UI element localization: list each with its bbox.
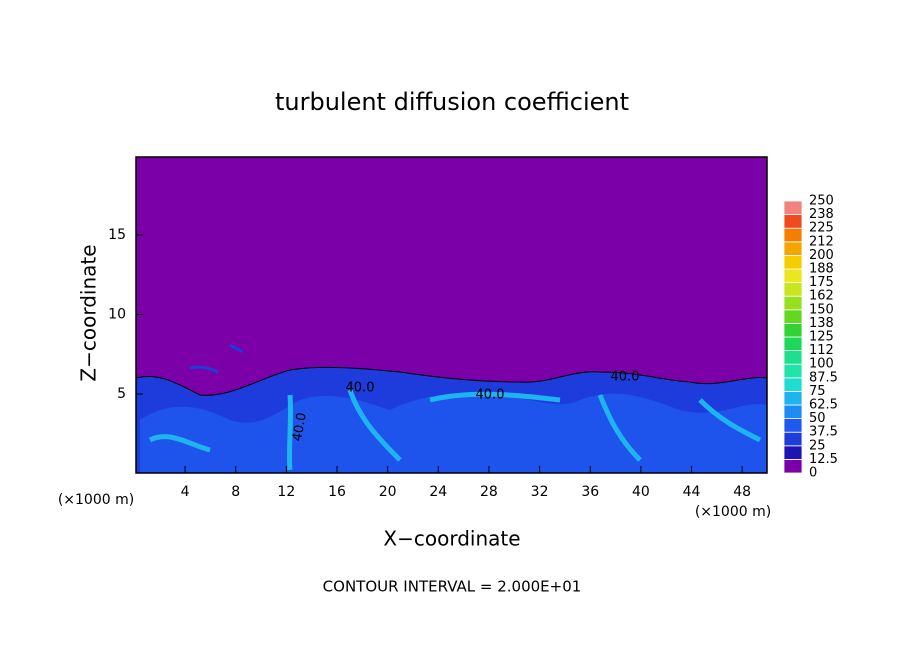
colorbar-box [783,458,803,474]
colorbar-box [783,241,803,256]
colorbar-label: 25 [809,438,826,453]
x-tick-label: 20 [379,484,397,500]
colorbar-box [783,322,803,338]
y-tick-label: 15 [108,227,126,243]
colorbar-box [783,268,803,284]
y-unit-label: (×1000 m) [58,492,134,508]
colorbar-box [783,200,803,216]
colorbar-box [783,295,803,311]
y-tick-label: 5 [117,386,126,402]
colorbar-box [783,377,803,392]
colorbar-label: 12.5 [809,452,838,467]
contour-label: 40.0 [611,370,640,385]
colorbar-box [783,227,803,243]
colorbar-box [783,445,803,460]
colorbar-label: 125 [809,330,834,345]
colorbar-label: 62.5 [809,398,838,413]
x-tick-label: 32 [531,484,549,500]
colorbar-label: 100 [809,357,834,372]
x-tick-label: 12 [277,484,295,500]
colorbar-box [783,431,803,447]
contour-label: 40.0 [346,381,375,396]
colorbar-label: 212 [809,234,834,249]
x-tick-label: 28 [480,484,498,500]
colorbar-label: 50 [809,411,826,426]
colorbar-box [783,254,803,270]
footer: CONTOUR INTERVAL = 2.000E+01 [323,578,582,596]
field-feature [189,343,244,374]
colorbar-label: 238 [809,207,834,222]
colorbar-label: 112 [809,343,834,358]
colorbar-label: 250 [809,194,834,209]
y-axis-label: Z−coordinate [77,244,101,381]
x-tick-label: 36 [581,484,599,500]
colorbar-label: 138 [809,316,834,331]
colorbar-label: 175 [809,275,834,290]
colorbar-box [783,350,803,365]
colorbar-box [783,390,803,406]
x-axis-label: X−coordinate [383,527,520,551]
colorbar-label: 188 [809,262,834,277]
field [135,157,768,474]
x-tick-label: 24 [429,484,447,500]
colorbar-box [783,404,803,420]
x-unit-label: (×1000 m) [695,504,771,520]
contour-label: 40.0 [476,388,505,403]
colorbar-label: 225 [809,221,834,236]
colorbar-label: 200 [809,248,834,263]
colorbar-box [783,336,803,352]
colorbar-box [783,363,803,379]
colorbar-box [783,309,803,324]
colorbar-label: 0 [809,466,817,481]
colorbar-label: 87.5 [809,370,838,385]
colorbar-label: 162 [809,289,834,304]
colorbar-box [783,282,803,297]
x-tick-label: 44 [683,484,701,500]
contour-label: 40.0 [290,411,310,442]
colorbar-box [783,214,803,229]
colorbar-label: 75 [809,384,826,399]
x-tick-label: 16 [328,484,346,500]
x-tick-label: 8 [231,484,240,500]
colorbar-box [783,418,803,433]
chart-title: turbulent diffusion coefficient [275,88,629,116]
y-tick-label: 10 [108,307,126,323]
colorbar-label: 37.5 [809,425,838,440]
x-tick-label: 40 [632,484,650,500]
colorbar-label: 150 [809,302,834,317]
x-tick-label: 48 [733,484,751,500]
field-feature [148,389,762,471]
x-tick-label: 4 [181,484,190,500]
